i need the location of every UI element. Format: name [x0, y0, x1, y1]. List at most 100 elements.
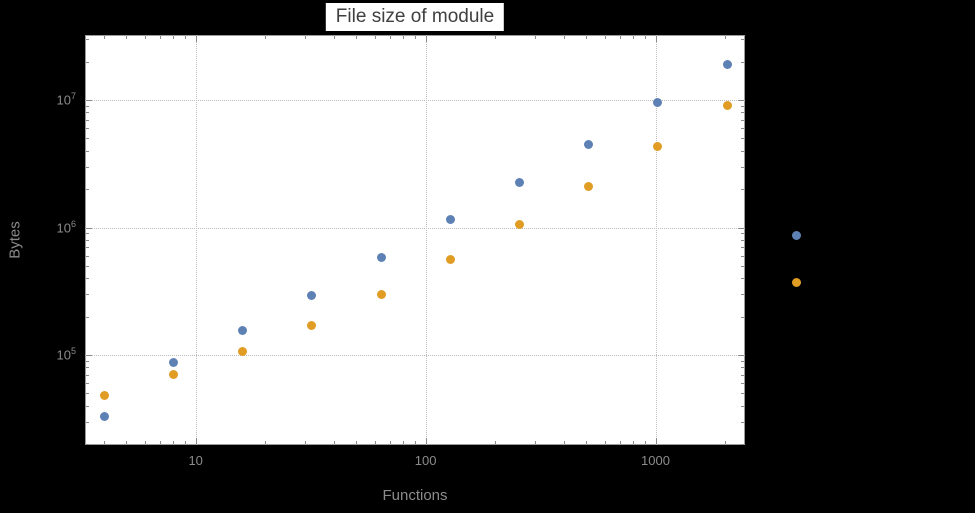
series-orange-point: [514, 220, 524, 230]
x-tick: [494, 441, 496, 444]
series-orange-point: [99, 391, 109, 401]
x-gridline: [425, 35, 427, 445]
x-gridline: [195, 35, 197, 445]
y-tick-label: 105: [56, 346, 76, 363]
series-blue-point: [584, 140, 594, 150]
y-tick: [738, 100, 744, 102]
y-tick: [741, 383, 744, 385]
x-tick: [144, 36, 146, 39]
series-blue-point: [514, 178, 524, 188]
x-tick: [334, 441, 336, 444]
y-tick: [741, 247, 744, 249]
x-tick-label: 100: [414, 453, 437, 468]
x-tick: [425, 36, 427, 42]
x-tick: [305, 441, 307, 444]
y-tick: [741, 294, 744, 296]
y-tick: [86, 421, 89, 423]
y-tick: [86, 112, 89, 114]
y-gridline: [85, 227, 745, 229]
y-tick: [86, 138, 89, 140]
x-tick: [645, 441, 646, 444]
x-tick: [374, 441, 376, 444]
series-blue-point: [307, 290, 317, 300]
y-tick: [86, 393, 89, 395]
chart-title: File size of module: [325, 3, 505, 31]
x-tick: [535, 36, 537, 39]
y-tick: [741, 421, 744, 423]
y-tick: [741, 233, 744, 235]
series-blue-point: [168, 357, 178, 367]
y-tick: [741, 393, 744, 395]
x-tick: [425, 438, 427, 444]
x-tick: [144, 441, 146, 444]
y-tick: [741, 189, 744, 191]
y-tick: [86, 128, 89, 130]
x-tick: [185, 36, 187, 39]
y-tick: [86, 360, 89, 362]
x-tick: [334, 36, 336, 39]
y-tick: [86, 265, 89, 267]
y-tick: [86, 294, 89, 296]
y-tick: [86, 405, 89, 407]
series-orange-point: [791, 278, 801, 288]
x-tick: [494, 36, 496, 39]
y-tick: [741, 61, 744, 63]
y-tick: [86, 355, 92, 357]
x-tick: [619, 36, 621, 39]
y-tick: [741, 255, 744, 257]
y-tick: [741, 239, 744, 241]
y-tick: [741, 39, 744, 41]
x-tick: [173, 441, 175, 444]
x-tick: [415, 441, 417, 444]
x-tick: [264, 36, 266, 39]
x-tick-label: 1000: [641, 453, 670, 468]
series-orange-point: [238, 346, 248, 356]
y-tick: [741, 166, 744, 168]
y-tick: [86, 316, 89, 318]
y-tick: [86, 150, 89, 152]
x-tick: [104, 36, 106, 39]
x-axis-label: Functions: [382, 487, 448, 504]
y-gridline: [85, 100, 745, 102]
series-blue-point: [99, 411, 109, 421]
x-tick-label: 10: [188, 453, 203, 468]
x-tick: [126, 441, 128, 444]
x-tick: [604, 441, 606, 444]
y-tick: [741, 360, 744, 362]
y-tick: [86, 374, 89, 376]
series-orange-point: [722, 101, 732, 111]
y-tick: [86, 61, 89, 63]
x-tick: [724, 441, 726, 444]
y-tick: [741, 105, 744, 107]
x-tick: [645, 36, 646, 39]
x-tick: [633, 36, 635, 39]
y-tick: [86, 247, 89, 249]
series-blue-point: [376, 253, 386, 263]
y-tick: [738, 355, 744, 357]
x-tick: [195, 36, 197, 42]
y-tick: [86, 189, 89, 191]
x-tick: [586, 36, 588, 39]
y-tick: [86, 227, 92, 229]
x-tick: [633, 441, 635, 444]
y-tick: [741, 367, 744, 369]
series-orange-point: [584, 181, 594, 191]
y-tick-label: 107: [56, 91, 76, 108]
x-tick: [535, 441, 537, 444]
series-blue-point: [791, 231, 801, 241]
y-tick: [741, 150, 744, 152]
y-tick: [86, 383, 89, 385]
x-tick: [374, 36, 376, 39]
x-tick: [160, 441, 162, 444]
series-blue-point: [722, 60, 732, 70]
x-tick: [356, 36, 358, 39]
y-tick: [86, 278, 89, 280]
y-tick: [741, 265, 744, 267]
x-tick: [586, 441, 588, 444]
x-tick: [564, 441, 566, 444]
y-tick: [86, 166, 89, 168]
y-tick: [741, 128, 744, 130]
y-tick: [741, 278, 744, 280]
series-orange-point: [307, 321, 317, 331]
y-tick: [741, 444, 744, 446]
